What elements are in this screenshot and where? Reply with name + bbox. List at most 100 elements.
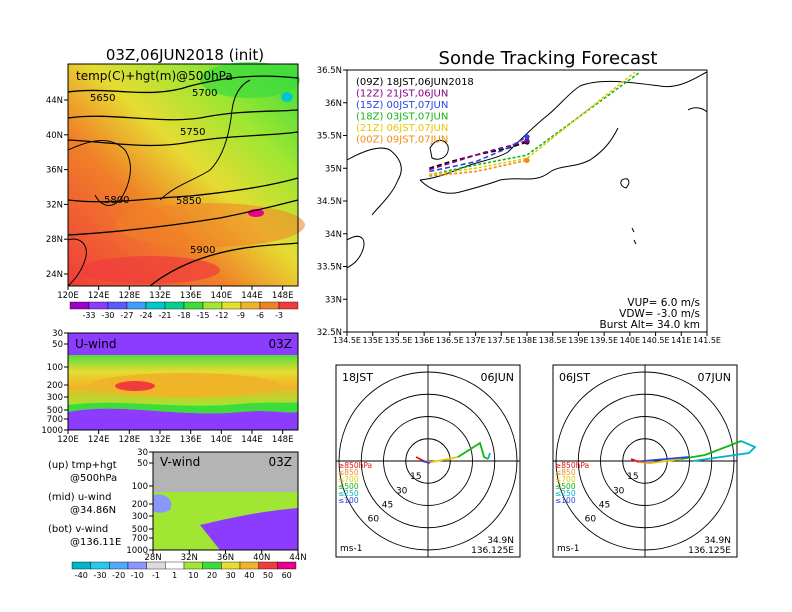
temp-map-x-ticks: 120E 124E 128E 132E 136E 140E 144E 148E [57, 286, 293, 301]
colorbar-swatch [277, 561, 297, 570]
track-line [429, 139, 528, 171]
temp-map-cyan-spot [281, 92, 293, 102]
u-wind-jet-max [115, 381, 155, 391]
y-tick-label: 33N [325, 295, 342, 305]
track-map-coastline [631, 227, 637, 245]
track-lines [429, 71, 641, 177]
colorbar-tick-label: -21 [158, 311, 171, 320]
colorbar-tick-label: -9 [237, 311, 245, 320]
y-tick-label: 50 [137, 459, 148, 469]
colorbar-swatch [202, 561, 222, 570]
colorbar-swatch [145, 301, 166, 310]
x-tick-label: 136.5E [436, 336, 464, 345]
temp-map-orange-band [115, 203, 305, 247]
v-colorbar: -40 -30 -20 -10 -1 1 10 20 30 40 50 60 [71, 561, 297, 580]
level-legend-entry: ≤850 [338, 468, 359, 477]
x-tick-label: 138.5E [539, 336, 567, 345]
colorbar-swatch [146, 561, 166, 570]
x-tick-label: 144E [241, 435, 263, 445]
note-bot-2: @136.11E [70, 537, 121, 548]
level-legend-entry: ≤100 [555, 496, 576, 505]
colorbar-swatch [259, 301, 280, 310]
x-tick-label: 138E [517, 336, 537, 345]
hodograph-trace [650, 458, 682, 464]
level-legend-entry: ≤250 [555, 489, 576, 498]
legend-entry: (18Z) 03JST,07JUN [356, 112, 448, 123]
temp-map-warm-core [80, 256, 220, 284]
track-map-y-ticks: 32.5N 33N 33.5N 34N 34.5N 35N 35.5N 36N 36.5N [317, 66, 347, 338]
hodograph-trace [692, 440, 757, 462]
track-line [429, 136, 528, 173]
legend-entry: (12Z) 21JST,06JUN [356, 89, 448, 100]
hodograph-units: ms-1 [340, 544, 362, 554]
x-tick-label: 32N [181, 553, 198, 563]
y-tick-label: 1000 [41, 426, 63, 436]
legend-entry: (21Z) 06JST,07JUN [356, 123, 448, 134]
hodograph-lon: 136.125E [688, 546, 731, 556]
panel-track-map: Sonde Tracking Forecast (09Z) 18JST,06JU… [317, 48, 721, 345]
y-tick-label: 35.5N [317, 132, 342, 142]
landing-point [524, 138, 530, 144]
track-map-coastline [419, 71, 708, 181]
y-tick-label: 300 [47, 393, 63, 403]
x-tick-label: 134.5E [333, 336, 361, 345]
colorbar-tick-label: 60 [282, 571, 292, 580]
x-tick-label: 124E [88, 435, 110, 445]
hodograph-lon: 136.125E [471, 546, 514, 556]
x-tick-label: 148E [272, 291, 294, 301]
y-tick-label: 32N [46, 200, 63, 210]
y-tick-label: 32.5N [317, 328, 342, 338]
u-wind-green-band [68, 402, 298, 414]
y-tick-label: 50 [52, 340, 63, 350]
ring-label: 15 [410, 472, 421, 482]
hodograph-trace [431, 456, 459, 463]
y-tick-label: 500 [132, 525, 148, 535]
colorbar-swatch [202, 301, 223, 310]
hodograph-trace [421, 460, 431, 464]
colorbar-swatch [127, 561, 147, 570]
x-tick-label: 140.5E [642, 336, 670, 345]
y-tick-label: 35N [325, 164, 342, 174]
x-tick-label: 120E [57, 291, 79, 301]
y-tick-label: 24N [46, 270, 63, 280]
colorbar-swatch [90, 561, 110, 570]
colorbar-swatch [71, 561, 91, 570]
temp-map-subtitle: temp(C)+hgt(m)@500hPa [76, 69, 233, 83]
ring-label: 60 [585, 515, 597, 525]
track-map-coastline [346, 236, 365, 269]
colorbar-tick-label: 30 [226, 571, 236, 580]
note-up-2: @500hPa [70, 473, 117, 484]
colorbar-swatch [239, 561, 259, 570]
colorbar-tick-label: 10 [188, 571, 198, 580]
y-tick-label: 44N [46, 96, 63, 106]
y-tick-label: 33.5N [317, 263, 342, 273]
v-wind-blue-left [153, 494, 172, 513]
hodograph-trace [642, 456, 690, 462]
x-tick-label: 44N [289, 553, 306, 563]
hodograph-units: ms-1 [557, 544, 579, 554]
colorbar-tick-label: -24 [139, 311, 152, 320]
colorbar-tick-label: -33 [82, 311, 95, 320]
colorbar-tick-label: -18 [177, 311, 190, 320]
colorbar-swatch [240, 301, 261, 310]
colorbar-swatch [126, 301, 147, 310]
contour-label: 5850 [176, 196, 201, 207]
u-wind-time: 03Z [269, 337, 293, 351]
y-tick-label: 30 [52, 329, 63, 339]
temp-colorbar: -33 -30 -27 -24 -21 -18 -15 -12 -9 -6 -3 [69, 301, 299, 320]
colorbar-tick-label: -15 [196, 311, 209, 320]
note-up: (up) tmp+hgt [48, 460, 117, 471]
temp-map-contour [149, 242, 299, 287]
u-wind-frame [67, 332, 299, 431]
temp-map-coastline [67, 238, 87, 287]
x-tick-label: 136E [414, 336, 434, 345]
y-tick-label: 1000 [126, 546, 148, 556]
x-tick-label: 144E [241, 291, 263, 301]
colorbar-swatch [164, 301, 185, 310]
x-tick-label: 140E [620, 336, 640, 345]
y-tick-label: 34.5N [317, 197, 342, 207]
y-tick-label: 30 [137, 448, 148, 458]
ring-label: 45 [599, 500, 610, 510]
x-tick-label: 120E [57, 435, 79, 445]
